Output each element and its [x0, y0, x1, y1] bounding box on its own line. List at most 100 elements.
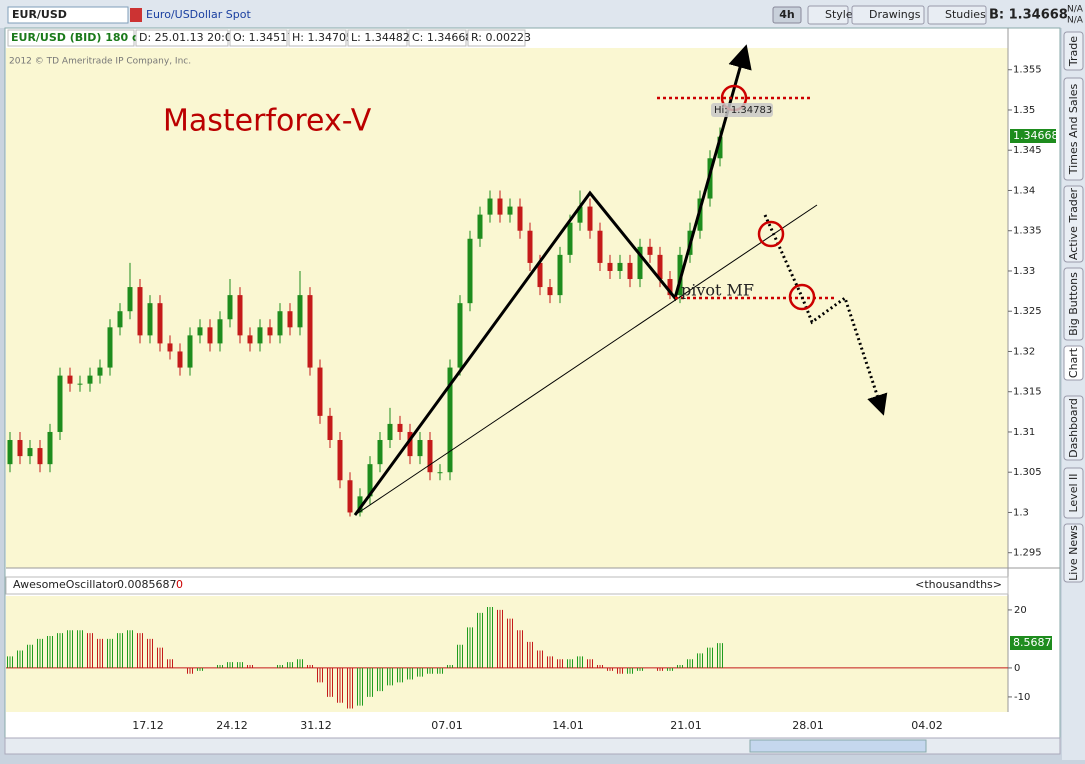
symbol: EUR/USD: [12, 8, 67, 21]
interval-btn[interactable]: [772, 6, 802, 24]
flag-icon: [130, 8, 142, 22]
y-tick-label: 1.355: [1013, 65, 1042, 76]
y-tick-label: 1.33: [1013, 266, 1035, 277]
candle-body: [267, 327, 273, 336]
candle-body: [237, 295, 243, 336]
candle-body: [7, 440, 13, 465]
candle-body: [567, 222, 573, 255]
candle-body: [717, 136, 723, 159]
side-tab-label: Dashboard: [1067, 398, 1080, 458]
info-text: D: 25.01.13 20:00: [139, 31, 239, 44]
bid: B: 1.34668: [989, 8, 1068, 23]
side-tab[interactable]: [1063, 467, 1084, 519]
x-tick-label: 07.01: [431, 719, 463, 732]
candle-body: [287, 311, 293, 328]
candle-body: [157, 303, 163, 344]
x-tick-label: 14.01: [552, 719, 584, 732]
button-label: Style: [825, 8, 853, 21]
side-tab[interactable]: [1063, 267, 1084, 341]
side-tab-label: Big Buttons: [1067, 272, 1080, 336]
candle-body: [587, 206, 593, 231]
candle-body: [87, 375, 93, 384]
y-tick-label: 1.305: [1013, 467, 1042, 478]
y-tick-label: 1.3: [1013, 507, 1029, 518]
side-tab[interactable]: [1063, 77, 1084, 181]
trend-line: [354, 204, 818, 516]
pivot-label: pivot MF: [681, 281, 754, 300]
side-tab[interactable]: [1063, 395, 1084, 461]
candle-body: [257, 327, 263, 344]
circle: [757, 220, 785, 248]
y-tick-label: 1.295: [1013, 548, 1042, 559]
na: N/A: [1067, 5, 1084, 15]
info-text: L: 1.34482: [351, 31, 410, 44]
y-tick-label: 1.31: [1013, 427, 1035, 438]
candle-body: [617, 262, 623, 271]
candle-body: [387, 423, 393, 441]
candle-body: [307, 295, 313, 368]
candle-body: [647, 246, 653, 255]
info-text: O: 1.34517: [233, 31, 294, 44]
y-tick-label: 1.345: [1013, 145, 1042, 156]
side-tab[interactable]: [1063, 345, 1084, 381]
info-cell: [467, 29, 526, 47]
candle-body: [497, 198, 503, 215]
toolbar-button[interactable]: [927, 5, 987, 25]
candle-body: [327, 415, 333, 441]
scroll-thumb[interactable]: [749, 739, 927, 753]
toolbar-button[interactable]: [851, 5, 925, 25]
osc-value: 0.0085687: [117, 578, 177, 591]
osc-chart: 20 0 -10: [6, 605, 1030, 709]
candle-body: [147, 303, 153, 336]
candle-body: [607, 262, 613, 271]
candle-body: [67, 375, 73, 384]
symbol-box[interactable]: [7, 6, 129, 24]
y-tick-label: 1.32: [1013, 346, 1035, 357]
info-cell: [288, 29, 347, 47]
candle-body: [317, 367, 323, 416]
osc-extra: 0: [176, 578, 183, 591]
toolbar-button[interactable]: [807, 5, 849, 25]
candle-body: [447, 367, 453, 473]
candle-body: [397, 423, 403, 432]
candle-body: [467, 238, 473, 304]
side-tab-label: Level II: [1067, 473, 1080, 512]
y-tick-label: 0: [1014, 663, 1020, 674]
candle-body: [627, 262, 633, 280]
info-cell: [347, 29, 408, 47]
candle-body: [477, 214, 483, 239]
candle-body: [537, 262, 543, 288]
candle-body: [347, 480, 353, 513]
last-price: 1.34668: [1013, 129, 1059, 142]
drawings: [353, 44, 888, 516]
candle-body: [107, 327, 113, 368]
x-tick-label: 17.12: [132, 719, 164, 732]
y-tick-label: -10: [1014, 692, 1030, 703]
candle-body: [247, 335, 253, 344]
y-tick-label: 1.35: [1013, 105, 1035, 116]
side-tab[interactable]: [1063, 185, 1084, 263]
candle-body: [197, 327, 203, 336]
toolbar-buttons: Style Drawings Studies: [807, 5, 987, 25]
candle-body: [137, 287, 143, 336]
side-tab[interactable]: [1063, 523, 1084, 583]
candle-body: [547, 287, 553, 296]
x-tick-label: 31.12: [300, 719, 332, 732]
candle-body: [27, 448, 33, 457]
side-tab[interactable]: [1063, 31, 1084, 71]
candle-body: [487, 198, 493, 215]
candle-body: [167, 343, 173, 352]
copyright: 2012 © TD Ameritrade IP Company, Inc.: [9, 57, 191, 67]
candle-body: [207, 327, 213, 344]
chart-title: Masterforex-V: [163, 104, 372, 139]
candle-body: [277, 311, 283, 336]
candle-body: [517, 206, 523, 231]
side-tab-label: Trade: [1067, 36, 1080, 67]
candle-body: [407, 431, 413, 457]
y-tick-label: 1.335: [1013, 226, 1042, 237]
candle-body: [527, 230, 533, 263]
y-tick-label: 1.325: [1013, 306, 1042, 317]
osc-header: [5, 576, 1009, 595]
candle-body: [17, 440, 23, 457]
